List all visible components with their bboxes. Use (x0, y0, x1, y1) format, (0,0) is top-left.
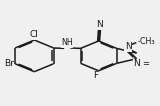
Text: NH: NH (61, 38, 73, 47)
Text: F: F (93, 71, 98, 80)
Text: -CH₃: -CH₃ (138, 37, 156, 46)
Text: N: N (133, 59, 140, 68)
Text: =: = (142, 59, 149, 68)
Text: Br: Br (4, 59, 14, 68)
Text: N: N (96, 20, 103, 29)
Text: Cl: Cl (30, 30, 39, 39)
Text: N: N (125, 42, 132, 51)
